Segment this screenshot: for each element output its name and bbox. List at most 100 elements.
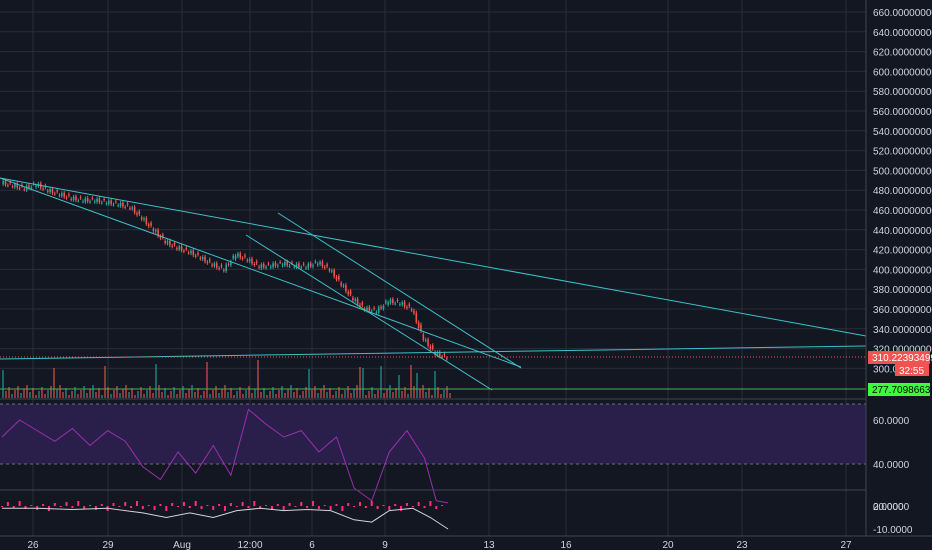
candle-body <box>157 229 159 236</box>
trendline-1[interactable] <box>0 177 522 368</box>
rsi-tick-label: 40.0000 <box>873 460 910 471</box>
volume-bar <box>350 393 352 398</box>
price-tick-label: 640.00000000 <box>873 28 932 39</box>
volume-bar <box>362 368 364 398</box>
volume-bar <box>68 395 70 398</box>
volume-bars <box>2 360 451 398</box>
candle-body <box>361 302 364 306</box>
candle-body <box>345 284 347 292</box>
candle-body <box>328 269 331 271</box>
candle-body <box>258 266 260 268</box>
volume-bar <box>26 385 28 398</box>
macd-hist-bar <box>112 503 115 506</box>
time-axis[interactable]: 26 29 Aug 12:00 6 9 13 16 20 23 27 <box>27 540 852 550</box>
candle-body <box>136 213 138 215</box>
macd-hist-bar <box>30 505 33 506</box>
volume-bar <box>8 387 10 398</box>
volume-bar <box>125 385 127 398</box>
volume-bar <box>89 389 91 398</box>
candle-body <box>342 285 345 287</box>
macd-hist-bar <box>83 506 86 509</box>
volume-bar <box>86 393 88 398</box>
candle-body <box>284 262 286 266</box>
candle-body <box>145 218 148 224</box>
volume-bar <box>434 371 436 398</box>
volume-bar <box>443 390 445 398</box>
candle-body <box>65 197 68 199</box>
macd-hist-bar <box>94 506 97 510</box>
candle-body <box>392 299 394 304</box>
price-tick-label: 300.000 <box>873 364 910 375</box>
candle-body <box>190 251 192 254</box>
candle-body <box>295 263 298 268</box>
rsi-axis[interactable]: 60.0000 40.0000 20.0000 <box>873 416 910 513</box>
price-tick-label: 460.00000000 <box>873 206 932 217</box>
price-axis[interactable]: 660.00000000 640.00000000 620.00000000 600.… <box>873 8 932 375</box>
rsi-band <box>0 404 866 464</box>
price-tick-label: 520.00000000 <box>873 147 932 158</box>
candle-body <box>340 282 342 286</box>
candle-body <box>30 187 33 189</box>
volume-bar <box>56 389 58 398</box>
current-price-badge: 310.22393499 <box>868 351 932 364</box>
candle-body <box>349 290 352 295</box>
volume-bar <box>272 387 274 398</box>
candle-body <box>96 198 98 202</box>
candle-body <box>98 198 101 203</box>
candle-body <box>215 263 218 268</box>
candle-body <box>169 240 171 246</box>
candle-body <box>183 250 185 252</box>
volume-bar <box>59 385 61 398</box>
candle-body <box>335 277 338 280</box>
macd-pane[interactable] <box>1 501 449 530</box>
trendline-upper[interactable] <box>0 177 867 337</box>
macd-axis[interactable]: 0.0000 -10.0000 <box>873 502 913 536</box>
macd-hist-bar <box>370 501 373 506</box>
candle-body <box>51 188 54 194</box>
trendline-channel-top[interactable] <box>277 212 522 369</box>
candle-body <box>16 183 19 188</box>
rsi-tick-label: 20.0000 <box>873 502 910 513</box>
volume-bar <box>425 392 427 398</box>
price-tick-label: 400.00000000 <box>873 265 932 276</box>
candle-body <box>424 339 427 341</box>
support-price-label: 277.70986639 <box>872 385 932 396</box>
candle-body <box>208 259 211 262</box>
candle-body <box>255 261 258 264</box>
volume-bar <box>128 392 130 398</box>
rsi-pane[interactable] <box>0 403 866 504</box>
volume-bar <box>44 394 46 398</box>
volume-bar <box>398 375 400 398</box>
volume-bar <box>116 386 118 398</box>
time-tick-label: 29 <box>102 540 114 550</box>
macd-hist-bar <box>282 506 285 511</box>
macd-hist-bar <box>182 502 185 506</box>
candle-body <box>21 184 23 186</box>
volume-bar <box>335 391 337 398</box>
trendline-channel-bottom[interactable] <box>245 234 493 391</box>
candle-body <box>28 185 30 188</box>
macd-hist-bar <box>24 506 27 509</box>
volume-bar <box>257 360 259 398</box>
volume-bar <box>317 393 319 398</box>
volume-bar <box>149 386 151 398</box>
current-price-label: 310.22393499 <box>872 353 932 364</box>
candle-body <box>387 302 389 305</box>
time-tick-label: 13 <box>483 540 495 550</box>
macd-line <box>2 507 449 530</box>
price-pane[interactable] <box>0 177 867 398</box>
volume-bar <box>278 390 280 398</box>
macd-hist-bar <box>212 506 215 510</box>
candle-body <box>396 299 399 301</box>
candle-body <box>152 229 155 232</box>
macd-hist-bar <box>358 502 361 506</box>
candle-body <box>100 202 103 204</box>
macd-tick-label: -10.0000 <box>873 525 913 536</box>
candle-body <box>265 267 267 269</box>
candle-body <box>399 304 401 306</box>
macd-hist-bar <box>347 503 350 506</box>
candle-body <box>234 255 237 260</box>
candle-body <box>147 224 150 227</box>
macd-hist-bar <box>247 506 250 508</box>
